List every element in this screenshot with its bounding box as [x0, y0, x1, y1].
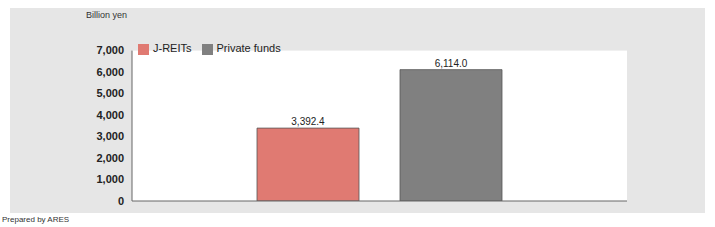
svg-text:3,000: 3,000 [96, 130, 124, 142]
html-text:Billion yen: Billion yen [86, 10, 127, 20]
svg-text:0: 0 [118, 195, 124, 207]
svg-text:1,000: 1,000 [96, 173, 124, 185]
svg-text:5,000: 5,000 [96, 87, 124, 99]
html-text:Prepared by ARES: Prepared by ARES [2, 215, 70, 224]
svg-text:3,392.4: 3,392.4 [291, 116, 325, 127]
svg-text:6,114.0: 6,114.0 [435, 58, 468, 69]
svg-text:6,000: 6,000 [96, 66, 124, 78]
svg-text:2,000: 2,000 [96, 152, 124, 164]
html-text:Private funds: Private funds [216, 42, 281, 54]
svg-text:7,000: 7,000 [96, 44, 124, 56]
html-text:J-REITs: J-REITs [153, 42, 192, 54]
svg-text:4,000: 4,000 [96, 109, 124, 121]
